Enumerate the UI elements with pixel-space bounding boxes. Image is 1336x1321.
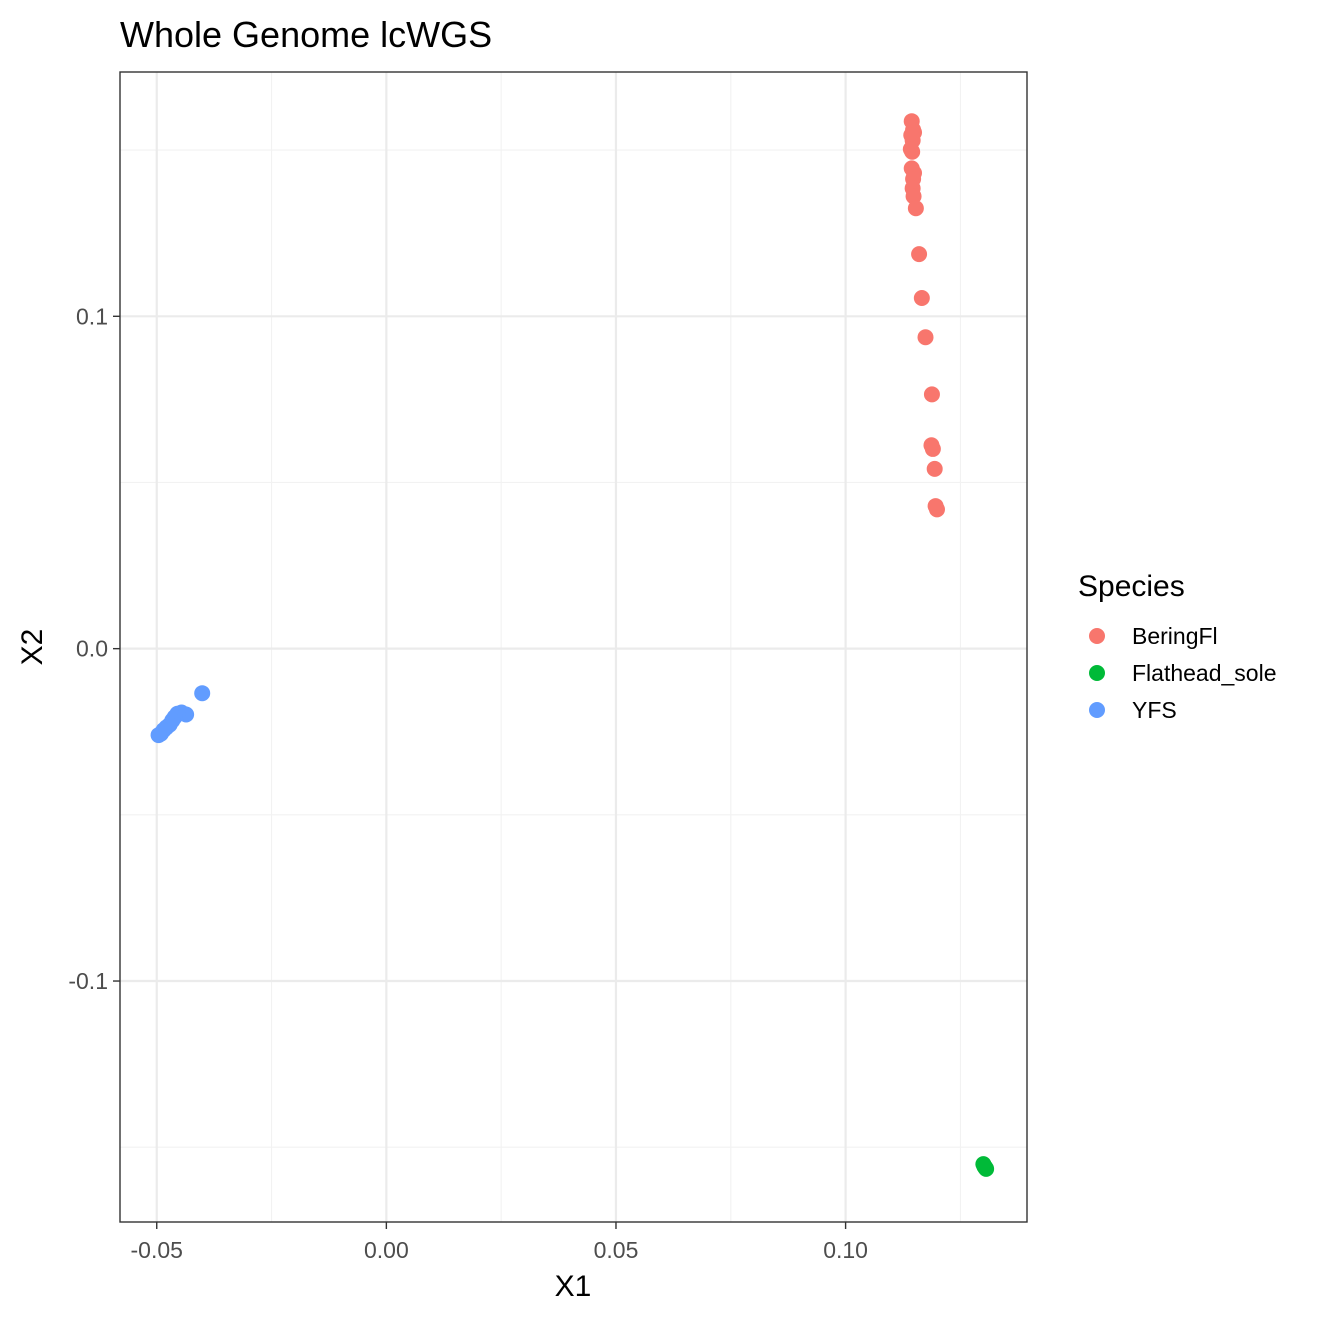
legend-title: Species <box>1078 570 1185 603</box>
data-point-YFS <box>150 727 167 744</box>
minor-gridlines <box>120 72 1027 1222</box>
x-axis-title: X1 <box>555 1270 592 1303</box>
data-point-Flathead_sole <box>976 1158 993 1175</box>
legend-label-BeringFl: BeringFl <box>1132 623 1218 649</box>
y-tick-label: -0.1 <box>68 968 108 994</box>
x-axis-ticks: -0.05 0.00 0.05 0.10 <box>131 1222 868 1263</box>
y-axis-ticks: 0.1 0.0 -0.1 <box>68 303 120 994</box>
major-gridlines <box>120 72 1027 1222</box>
legend-label-YFS: YFS <box>1132 697 1177 723</box>
y-tick-label: 0.0 <box>76 636 108 662</box>
plot-panel <box>120 72 1027 1222</box>
legend: Species BeringFl Flathead_sole YFS <box>1078 570 1277 723</box>
data-point-BeringFl <box>907 200 924 217</box>
data-point-BeringFl <box>924 440 941 457</box>
data-point-BeringFl <box>905 188 922 205</box>
x-tick-label: 0.00 <box>364 1237 409 1263</box>
legend-label-Flathead_sole: Flathead_sole <box>1132 660 1277 686</box>
legend-key-Flathead_sole <box>1089 665 1105 681</box>
data-point-YFS <box>194 685 211 702</box>
data-point-BeringFl <box>913 290 930 307</box>
y-tick-label: 0.1 <box>76 303 108 329</box>
data-point-BeringFl <box>917 329 934 346</box>
chart-title: Whole Genome lcWGS <box>120 14 492 55</box>
data-point-BeringFl <box>928 501 945 518</box>
data-point-BeringFl <box>904 143 921 160</box>
legend-key-YFS <box>1089 702 1105 718</box>
x-tick-label: 0.05 <box>594 1237 639 1263</box>
data-points <box>150 113 995 1177</box>
data-point-BeringFl <box>926 460 943 477</box>
x-tick-label: 0.10 <box>823 1237 868 1263</box>
legend-key-BeringFl <box>1089 628 1105 644</box>
x-tick-label: -0.05 <box>131 1237 183 1263</box>
data-point-BeringFl <box>911 246 928 263</box>
data-point-BeringFl <box>923 386 940 403</box>
y-axis-title: X2 <box>16 629 49 666</box>
panel-border <box>119 71 1028 1223</box>
